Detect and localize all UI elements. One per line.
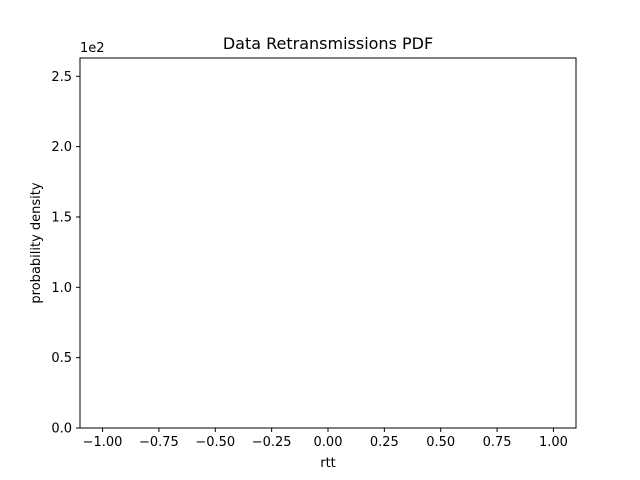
x-axis: −1.00 −0.75 −0.50 −0.25 0.00 0.25 0.50 0.75 1.00 <box>83 428 568 450</box>
x-tick-label: −1.00 <box>83 435 123 450</box>
x-tick-label: −0.50 <box>195 435 235 450</box>
x-tick-label: 0.00 <box>314 435 343 450</box>
y-tick-label: 0.5 <box>51 351 72 366</box>
x-tick-label: −0.25 <box>252 435 292 450</box>
x-tick-label: 1.00 <box>539 435 568 450</box>
y-tick-label: 1.0 <box>51 281 72 296</box>
y-tick-label: 0.0 <box>51 422 72 437</box>
chart-title: Data Retransmissions PDF <box>223 34 433 53</box>
y-offset-label: 1e2 <box>80 41 105 56</box>
y-axis: 0.0 0.5 1.0 1.5 2.0 2.5 <box>51 70 80 437</box>
y-tick-label: 2.5 <box>51 70 72 85</box>
x-tick-label: −0.75 <box>139 435 179 450</box>
plot-area <box>79 57 577 429</box>
x-tick-label: 0.25 <box>370 435 399 450</box>
x-axis-label: rtt <box>320 456 336 471</box>
plot-frame <box>79 57 577 429</box>
x-tick-label: 0.50 <box>426 435 455 450</box>
y-tick-label: 1.5 <box>51 210 72 225</box>
y-axis-label: probability density <box>29 182 44 303</box>
y-tick-label: 2.0 <box>51 140 72 155</box>
x-tick-label: 0.75 <box>483 435 512 450</box>
